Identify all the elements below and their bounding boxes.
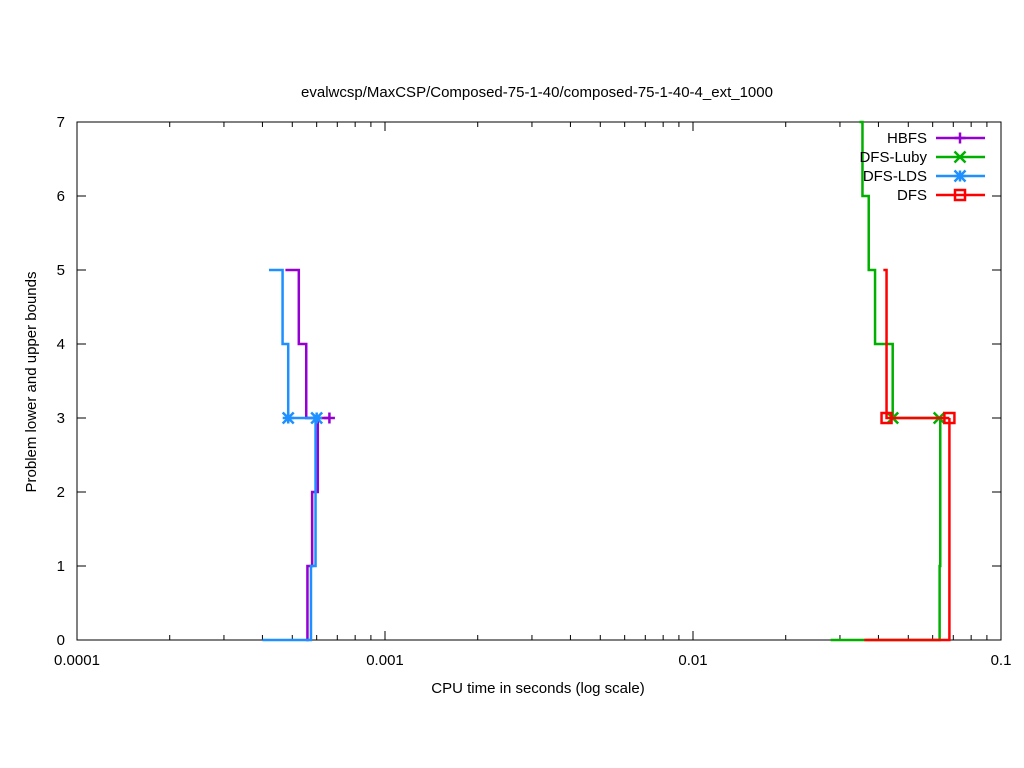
series-line-lower — [864, 418, 951, 642]
series-line-upper — [883, 268, 950, 420]
x-axis: 0.0001 0.001 0.01 0.1 — [54, 122, 1011, 669]
legend-item: DFS — [897, 187, 985, 204]
y-tick-label: 0 — [57, 632, 65, 649]
y-axis-label: Problem lower and upper bounds — [23, 272, 40, 493]
x-tick-label: 0.0001 — [54, 652, 100, 669]
series-dfs — [864, 268, 956, 642]
legend-marker — [953, 188, 967, 202]
data-point — [880, 411, 893, 425]
y-tick-label: 2 — [57, 484, 65, 501]
x-tick-label: 0.001 — [366, 652, 404, 669]
chart-title: evalwcsp/MaxCSP/Composed-75-1-40/compose… — [301, 84, 773, 101]
legend-label: DFS-Luby — [859, 149, 927, 166]
data-point — [281, 411, 295, 425]
series-line-upper — [268, 268, 317, 420]
y-tick-label: 4 — [57, 336, 65, 353]
legend-marker — [954, 132, 966, 144]
legend-label: DFS — [897, 187, 927, 204]
x-axis-label: CPU time in seconds (log scale) — [431, 680, 644, 697]
plot-frame — [76, 121, 1002, 641]
series-layer — [262, 120, 956, 642]
series-line-lower — [830, 418, 942, 642]
legend-label: HBFS — [887, 130, 927, 147]
series-dfs-lds — [262, 268, 324, 642]
series-line-lower — [262, 418, 317, 642]
legend-marker — [953, 150, 967, 164]
legend-item: HBFS — [887, 130, 985, 147]
y-tick-label: 3 — [57, 410, 65, 427]
legend-item: DFS-LDS — [863, 168, 985, 185]
y-axis: 0 1 2 3 4 5 6 7 — [57, 114, 1001, 649]
data-point — [310, 411, 324, 425]
legend-item: DFS-Luby — [859, 149, 985, 166]
data-point — [943, 411, 956, 425]
x-tick-label: 0.01 — [678, 652, 707, 669]
legend-marker — [953, 169, 967, 183]
y-tick-label: 7 — [57, 114, 65, 131]
series-line-upper — [859, 120, 940, 420]
legend-label: DFS-LDS — [863, 168, 927, 185]
data-point — [323, 412, 335, 424]
x-tick-label: 0.1 — [991, 652, 1012, 669]
series-line-upper — [285, 268, 330, 420]
y-tick-label: 1 — [57, 558, 65, 575]
legend: HBFS DFS-Luby DFS-LDS DFS — [859, 130, 985, 204]
y-tick-label: 5 — [57, 262, 65, 279]
y-tick-label: 6 — [57, 188, 65, 205]
